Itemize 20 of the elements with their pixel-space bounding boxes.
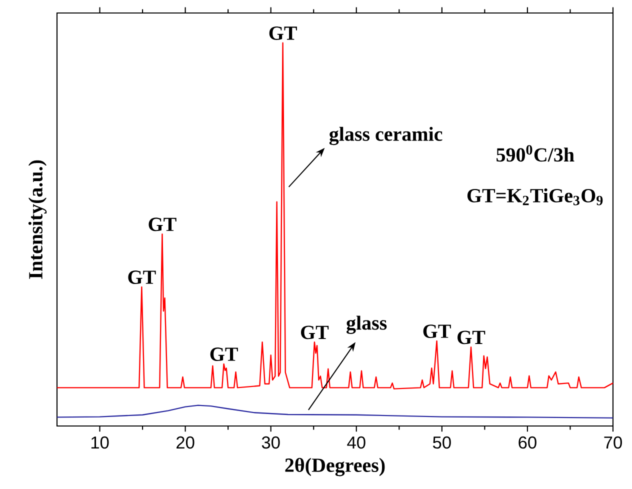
annotation: GT xyxy=(301,326,329,340)
y-axis-title: Intensity(a.u.) xyxy=(28,160,47,279)
annotation: GT=K$_{2}$TiGe$_{3}$O$_{9}$ xyxy=(467,188,603,206)
annotation: 590$^{0}$C/3h xyxy=(496,145,574,162)
x-tick-label: 50 xyxy=(432,436,451,449)
text: glass ceramic xyxy=(329,126,442,146)
x-tick-label: 10 xyxy=(91,436,109,449)
x-axis-title: 2θ(Degrees) xyxy=(285,458,385,476)
annotation: GT xyxy=(269,26,297,40)
x-tick-label: 60 xyxy=(518,436,536,449)
annotation: GT xyxy=(458,330,486,344)
x-tick-label: 70 xyxy=(604,436,622,449)
annotation: GT xyxy=(148,218,176,232)
x-tick-label: 20 xyxy=(176,436,194,449)
annotation: GT xyxy=(423,324,451,338)
x-tick-label: 30 xyxy=(262,436,280,449)
annotation: GT xyxy=(210,348,238,361)
annotation: GT xyxy=(128,270,156,284)
text: glass xyxy=(346,316,387,334)
x-tick-label: 40 xyxy=(347,436,366,449)
